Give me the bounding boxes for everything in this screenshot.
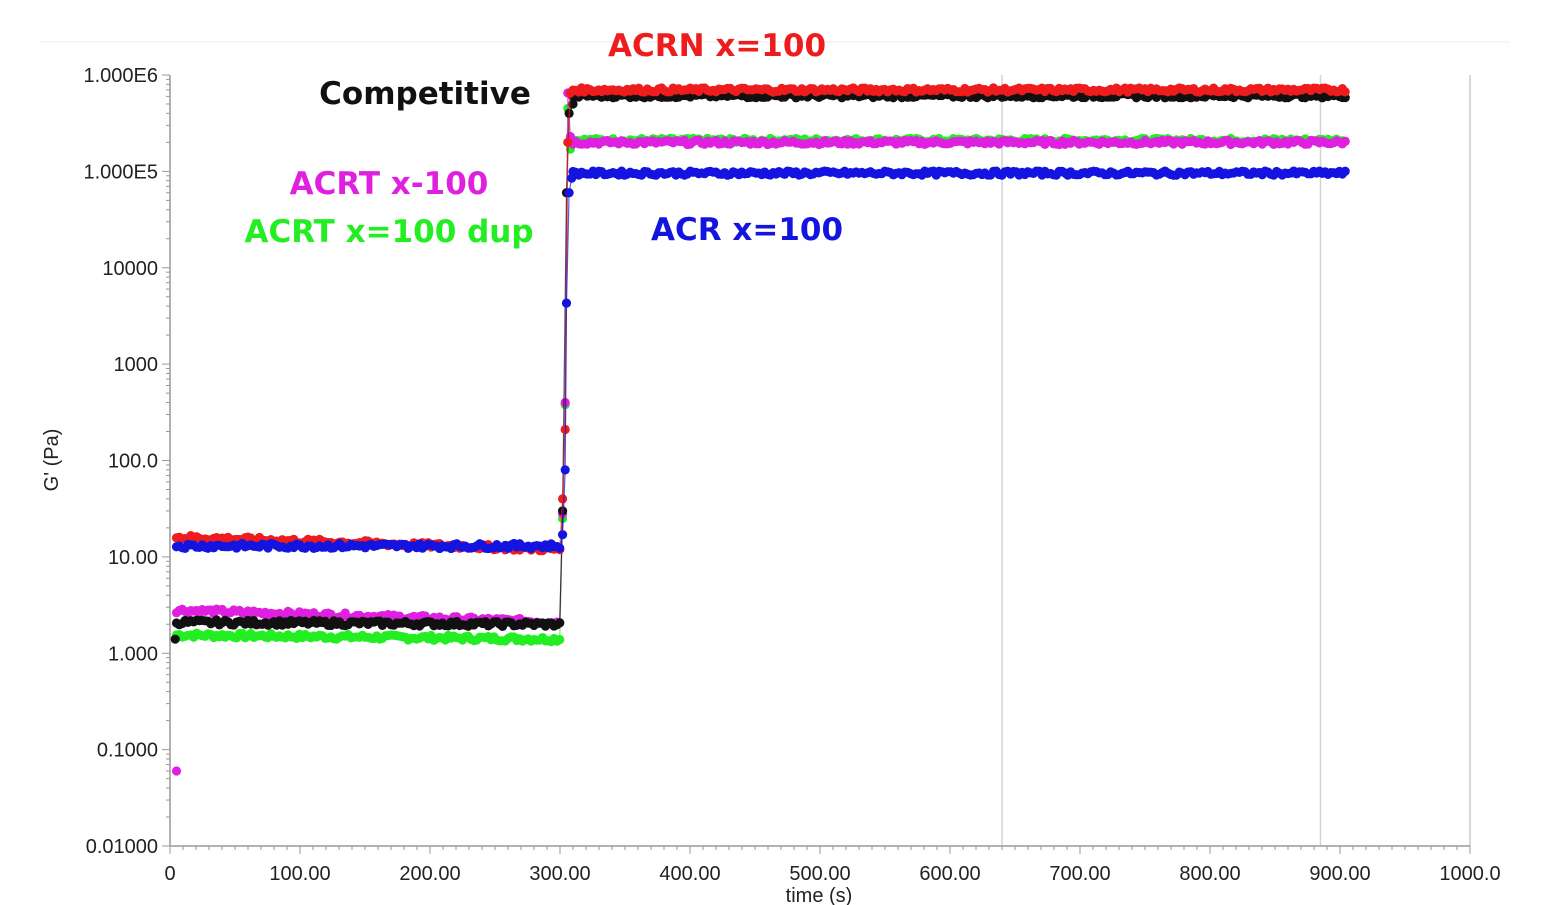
- data-point: [563, 137, 573, 147]
- data-point: [555, 635, 565, 645]
- y-tick-label: 1.000: [108, 643, 158, 665]
- data-point: [170, 634, 180, 644]
- data-point: [564, 188, 574, 198]
- data-point: [555, 543, 565, 553]
- data-point: [555, 618, 565, 628]
- axes: [162, 74, 1471, 854]
- data-point: [1340, 136, 1350, 146]
- y-tick-label: 0.1000: [97, 740, 158, 762]
- y-tick-label: 1.000E5: [83, 161, 158, 183]
- x-tick-label: 300.00: [529, 863, 590, 885]
- series-label-acrt: ACRT x-100: [290, 166, 489, 202]
- data-point: [1340, 87, 1350, 97]
- data-point: [568, 99, 578, 109]
- y-tick-labels: 1.000E6 1.000E5 10000 1000 100.0 10.00 1.000 0.…: [83, 65, 158, 858]
- x-tick-label: 400.00: [659, 863, 720, 885]
- y-tick-label: 10.00: [108, 547, 158, 569]
- series-label-competitive: Competitive: [319, 76, 531, 112]
- y-axis-title: G' (Pa): [41, 429, 63, 492]
- x-tick-labels: 0 100.00 200.00 300.00 400.00 500.00 600.00 700…: [164, 863, 1500, 885]
- y-tick-label: 1.000E6: [83, 65, 158, 87]
- data-point: [561, 298, 572, 308]
- data-point: [558, 494, 568, 504]
- y-tick-label: 100.0: [108, 451, 158, 473]
- x-tick-label: 1000.0: [1439, 863, 1500, 885]
- data-point: [1340, 166, 1350, 176]
- y-tick-label: 10000: [102, 258, 158, 280]
- data-point: [558, 530, 568, 540]
- series-label-acrt-dup: ACRT x=100 dup: [244, 214, 533, 250]
- series-label-acrn: ACRN x=100: [608, 28, 826, 64]
- x-tick-label: 200.00: [399, 863, 460, 885]
- x-tick-label: 500.00: [789, 863, 850, 885]
- x-tick-label: 0: [164, 863, 175, 885]
- data-point: [171, 766, 182, 776]
- data-point: [558, 506, 568, 516]
- series-0-points: [171, 83, 1350, 556]
- series-4-points: [171, 166, 1350, 554]
- data-point: [560, 465, 570, 475]
- y-tick-label: 0.01000: [86, 836, 158, 858]
- x-tick-label: 600.00: [919, 863, 980, 885]
- x-tick-label: 700.00: [1049, 863, 1110, 885]
- x-tick-label: 800.00: [1179, 863, 1240, 885]
- y-tick-label: 1000: [114, 354, 159, 376]
- x-tick-label: 900.00: [1309, 863, 1370, 885]
- grid-lines: [40, 41, 1510, 846]
- x-axis-title: time (s): [786, 885, 853, 905]
- x-tick-label: 100.00: [269, 863, 330, 885]
- data-points: [170, 83, 1350, 776]
- series-label-acr: ACR x=100: [651, 212, 843, 248]
